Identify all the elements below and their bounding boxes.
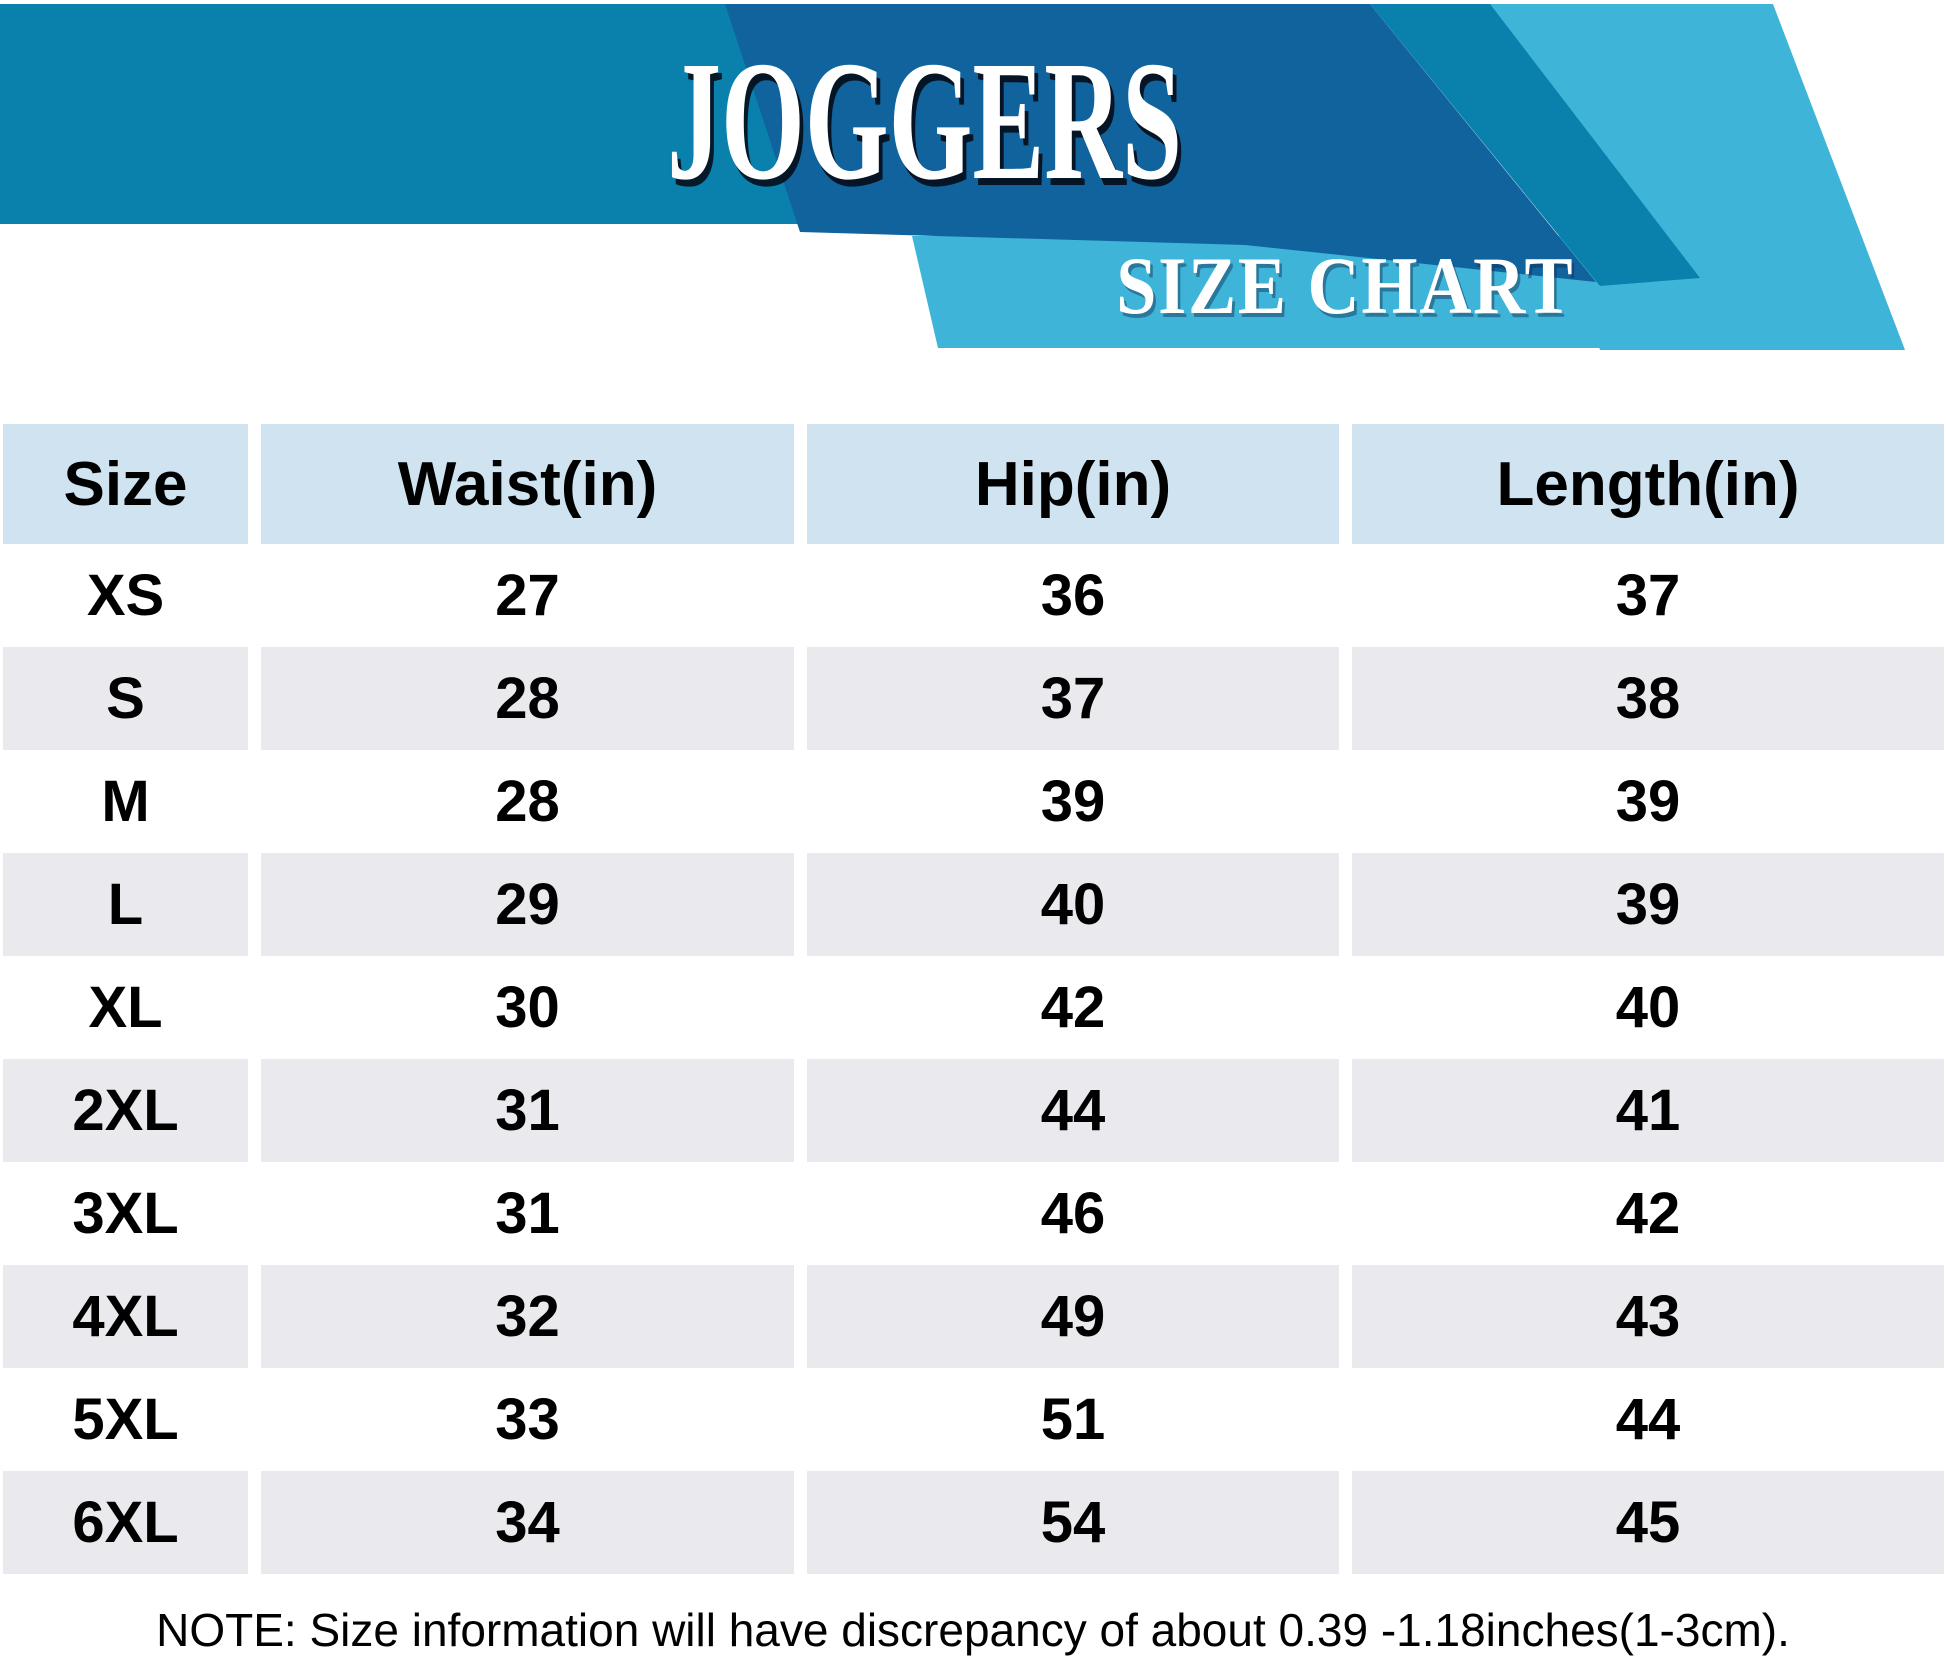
- cell-waist: 29: [261, 853, 794, 956]
- table-row: L 29 40 39: [3, 853, 1944, 956]
- cell-size: 6XL: [3, 1471, 248, 1574]
- cell-length: 39: [1352, 750, 1944, 853]
- cell-waist: 33: [261, 1368, 794, 1471]
- cell-length: 38: [1352, 647, 1944, 750]
- table-row: 5XL 33 51 44: [3, 1368, 1944, 1471]
- banner-title-box: JOGGERS: [640, 30, 1210, 210]
- cell-size: 5XL: [3, 1368, 248, 1471]
- column-header-waist: Waist(in): [261, 424, 794, 544]
- table-row: M 28 39 39: [3, 750, 1944, 853]
- cell-length: 41: [1352, 1059, 1944, 1162]
- cell-hip: 42: [807, 956, 1339, 1059]
- cell-hip: 44: [807, 1059, 1339, 1162]
- cell-hip: 49: [807, 1265, 1339, 1368]
- cell-length: 44: [1352, 1368, 1944, 1471]
- cell-waist: 34: [261, 1471, 794, 1574]
- cell-length: 45: [1352, 1471, 1944, 1574]
- cell-size: 4XL: [3, 1265, 248, 1368]
- cell-waist: 32: [261, 1265, 794, 1368]
- table-row: XS 27 36 37: [3, 544, 1944, 647]
- table-row: S 28 37 38: [3, 647, 1944, 750]
- cell-size: L: [3, 853, 248, 956]
- table-row: 4XL 32 49 43: [3, 1265, 1944, 1368]
- note-text: NOTE: Size information will have discrep…: [156, 1604, 1790, 1656]
- cell-waist: 27: [261, 544, 794, 647]
- cell-size: 3XL: [3, 1162, 248, 1265]
- cell-waist: 31: [261, 1162, 794, 1265]
- banner: JOGGERS SIZE CHART: [0, 0, 1946, 360]
- page-subtitle: SIZE CHART: [1115, 240, 1575, 331]
- column-header-hip: Hip(in): [807, 424, 1339, 544]
- table-row: 3XL 31 46 42: [3, 1162, 1944, 1265]
- cell-size: 2XL: [3, 1059, 248, 1162]
- cell-hip: 39: [807, 750, 1339, 853]
- cell-length: 43: [1352, 1265, 1944, 1368]
- cell-hip: 54: [807, 1471, 1339, 1574]
- cell-size: M: [3, 750, 248, 853]
- column-header-length: Length(in): [1352, 424, 1944, 544]
- cell-waist: 31: [261, 1059, 794, 1162]
- table-row: 6XL 34 54 45: [3, 1471, 1944, 1574]
- table-header-row: Size Waist(in) Hip(in) Length(in): [3, 424, 1944, 544]
- cell-length: 37: [1352, 544, 1944, 647]
- cell-size: XL: [3, 956, 248, 1059]
- table-row: XL 30 42 40: [3, 956, 1944, 1059]
- cell-size: S: [3, 647, 248, 750]
- cell-waist: 28: [261, 750, 794, 853]
- table-row: 2XL 31 44 41: [3, 1059, 1944, 1162]
- cell-waist: 28: [261, 647, 794, 750]
- cell-length: 40: [1352, 956, 1944, 1059]
- cell-length: 42: [1352, 1162, 1944, 1265]
- banner-subtitle-box: SIZE CHART: [1090, 236, 1600, 336]
- cell-hip: 37: [807, 647, 1339, 750]
- size-table: Size Waist(in) Hip(in) Length(in) XS 27 36…: [3, 424, 1944, 1574]
- cell-hip: 40: [807, 853, 1339, 956]
- cell-waist: 30: [261, 956, 794, 1059]
- column-header-size: Size: [3, 424, 248, 544]
- cell-length: 39: [1352, 853, 1944, 956]
- cell-size: XS: [3, 544, 248, 647]
- cell-hip: 51: [807, 1368, 1339, 1471]
- cell-hip: 46: [807, 1162, 1339, 1265]
- table-body: XS 27 36 37 S 28 37 38 M 28 39 39 L 29 40 39 XL 30 42 40 2XL…: [3, 544, 1944, 1574]
- page-title: JOGGERS: [667, 25, 1183, 215]
- cell-hip: 36: [807, 544, 1339, 647]
